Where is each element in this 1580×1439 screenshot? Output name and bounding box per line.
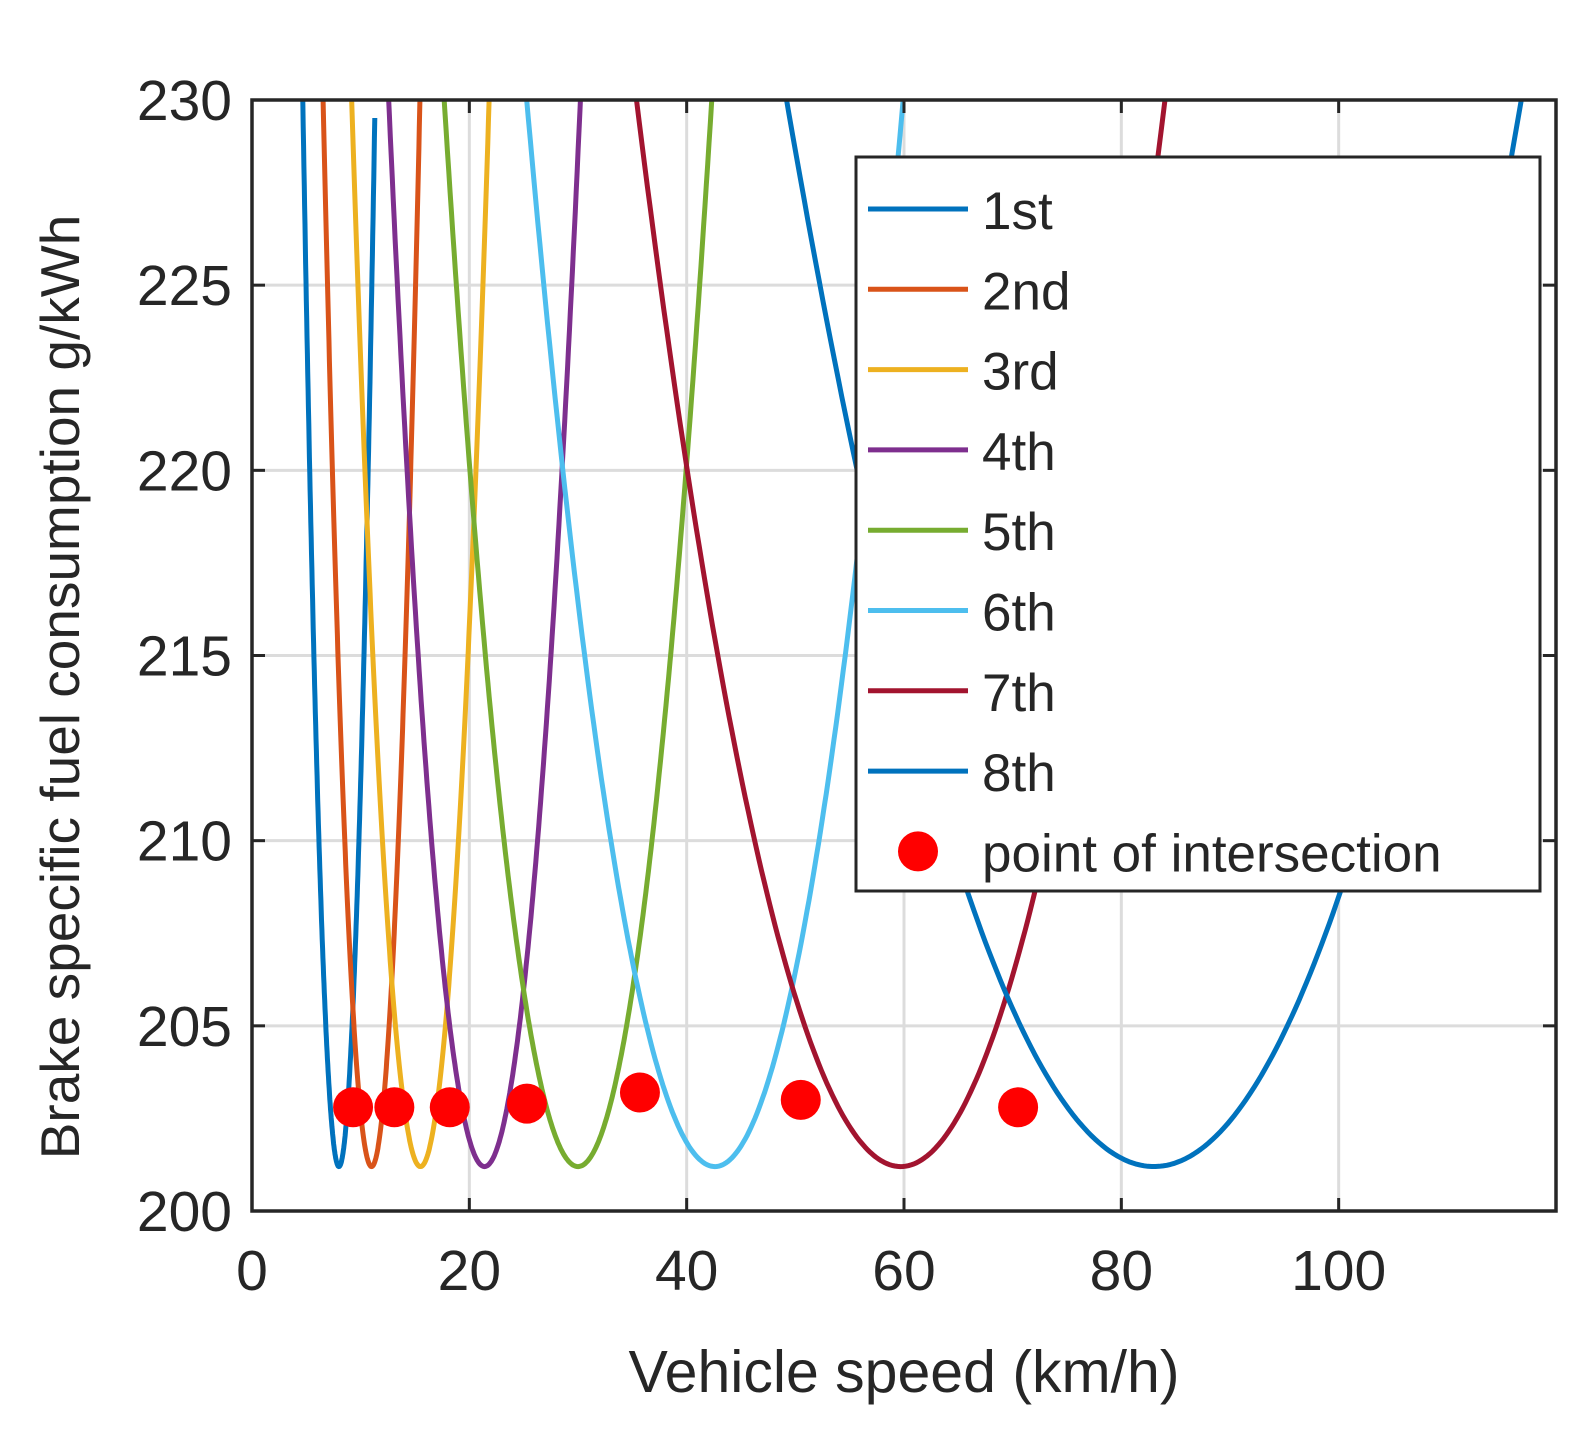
- intersection-point: [619, 1072, 660, 1113]
- intersection-point: [780, 1079, 821, 1120]
- series-line-6th: [524, 100, 906, 1170]
- y-tick-label: 215: [137, 625, 232, 689]
- intersection-point: [998, 1087, 1039, 1128]
- y-tick-labels: 200 205 210 215 220 225 230: [137, 69, 232, 1244]
- intersection-markers: [333, 1072, 1039, 1128]
- y-tick-label: 210: [137, 810, 232, 874]
- legend-label: 3rd: [982, 343, 1059, 402]
- legend-label: 1st: [982, 182, 1053, 241]
- legend-label: 4th: [982, 423, 1056, 482]
- legend-marker: [898, 831, 938, 872]
- x-tick-label: 20: [438, 1239, 501, 1303]
- legend-label: 2nd: [982, 262, 1070, 321]
- y-tick-label: 205: [137, 995, 232, 1059]
- ticks: [250, 98, 1556, 1213]
- intersection-point: [506, 1083, 547, 1124]
- x-axis-label: Vehicle speed (km/h): [629, 1339, 1180, 1405]
- legend-box: [854, 155, 1542, 893]
- y-tick-label: 230: [137, 69, 232, 133]
- legend-label: 7th: [982, 664, 1056, 723]
- x-tick-label: 60: [872, 1239, 935, 1303]
- intersection-point: [429, 1087, 470, 1128]
- legend: 1st 2nd 3rd 4th 5th 6th 7th 8th point of interse…: [854, 155, 1542, 893]
- intersection-point: [333, 1087, 374, 1128]
- x-tick-label: 40: [655, 1239, 718, 1303]
- series-line-2nd: [320, 100, 423, 1170]
- legend-label: point of intersection: [982, 824, 1442, 883]
- x-tick-label: 0: [236, 1239, 268, 1303]
- legend-label: 5th: [982, 503, 1056, 562]
- x-tick-label: 100: [1291, 1239, 1386, 1303]
- y-tick-label: 220: [137, 439, 232, 503]
- y-tick-label: 200: [137, 1180, 232, 1244]
- series-line-3rd: [349, 100, 492, 1169]
- x-tick-label: 80: [1090, 1239, 1153, 1303]
- series-line-1st: [300, 100, 378, 1170]
- y-axis-label: Brake specific fuel consumption g/kWh: [29, 215, 91, 1160]
- x-tick-labels: 0 20 40 60 80 100: [236, 1239, 1386, 1303]
- series-line-4th: [386, 100, 583, 1170]
- series-line-5th: [441, 100, 715, 1170]
- y-tick-label: 225: [137, 254, 232, 318]
- legend-label: 6th: [982, 584, 1056, 643]
- intersection-point: [374, 1087, 415, 1128]
- legend-label: 8th: [982, 744, 1056, 803]
